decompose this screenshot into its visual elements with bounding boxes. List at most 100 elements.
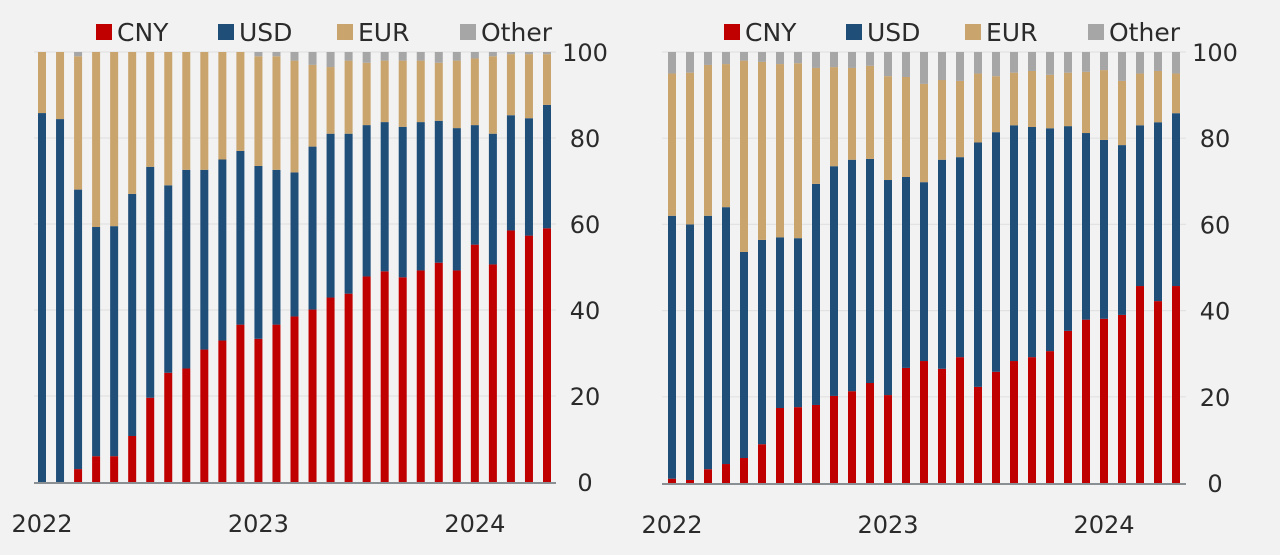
bar-segment-usd [902,176,910,368]
bar-segment-other [884,52,892,77]
bar-segment-eur [704,64,712,216]
bar-segment-other [686,52,694,73]
bar-segment-other [794,52,802,64]
bar-segment-eur [290,60,299,173]
y-tick-label: 80 [1200,125,1231,153]
bar-segment-cny [740,458,748,483]
bar-segment-eur [668,73,676,216]
bar-segment-other [758,52,766,62]
bar-segment-cny [866,383,874,483]
y-tick-label: 0 [1207,470,1222,498]
bar-segment-eur [110,52,119,227]
bar-segment-usd [326,133,335,298]
bar-segment-other [1082,52,1090,72]
bar-segment-other [1172,52,1180,74]
bar-segment-eur [902,76,910,177]
bar-segment-usd [254,165,263,339]
bar-segment-cny [1046,351,1054,483]
bar-segment-cny [200,349,209,482]
bar-segment-usd [128,193,137,436]
bar-segment-eur [326,67,335,134]
bar-segment-eur [1118,80,1126,146]
bar-segment-cny [506,230,515,482]
bar-segment-usd [956,157,964,358]
bar-segment-other [290,52,299,61]
bar-segment-eur [452,60,461,129]
bar-segment-usd [866,158,874,384]
legend-swatch-eur [337,24,353,40]
bar-segment-cny [830,395,838,483]
bar-segment-eur [1172,73,1180,114]
bar-segment-cny [1064,330,1072,483]
bar-segment-other [434,52,443,63]
bar-segment-cny [902,367,910,483]
bar-segment-cny [758,444,766,483]
bar-segment-cny [218,340,227,482]
bar-segment-eur [974,73,982,143]
bar-segment-eur [398,60,407,127]
bar-segment-other [416,52,425,61]
bar-segment-other [272,52,281,57]
bar-segment-eur [434,62,443,121]
y-tick-label: 100 [562,39,608,67]
legend-swatch-other [1088,24,1104,40]
bar-segment-usd [38,113,46,482]
bar-segment-other [974,52,982,74]
bar-segment-cny [848,391,856,483]
bar-segment-cny [543,228,551,482]
bar-segment-cny [1082,319,1090,483]
bar-segment-usd [1172,113,1180,287]
bar-segment-usd [1082,133,1090,320]
bar-segment-usd [488,133,497,265]
bar-segment-other [524,52,533,55]
bar-segment-other [704,52,712,65]
bar-segment-usd [992,132,1000,372]
bar-segment-cny [524,235,533,482]
bar-segment-eur [848,67,856,160]
legend-swatch-eur [965,24,981,40]
bar-segment-cny [722,464,730,483]
bar-segment-usd [524,118,533,236]
bar-segment-cny [974,386,982,483]
bar-segment-usd [884,180,892,396]
bar-segment-usd [110,226,119,457]
bar-segment-eur [56,52,65,120]
bar-segment-cny [884,395,892,483]
bar-segment-other [452,52,461,61]
bar-segment-cny [452,270,461,482]
bar-segment-other [830,52,838,68]
bar-segment-eur [380,60,389,123]
bar-segment-eur [956,80,964,158]
bar-segment-cny [812,404,820,483]
bar-segment-cny [362,276,371,482]
bar-segment-cny [272,324,281,482]
bar-segment-cny [128,435,137,482]
bar-segment-other [543,52,551,55]
y-tick-label: 20 [570,383,601,411]
y-tick-label: 60 [1200,211,1231,239]
bar-segment-usd [974,142,982,387]
bar-segment-usd [56,119,65,482]
bar-segment-eur [1154,70,1162,123]
bar-segment-usd [1064,126,1072,331]
bar-segment-usd [182,169,191,369]
bar-segment-usd [308,146,317,310]
bar-segment-usd [686,224,694,480]
bar-segment-cny [290,316,299,482]
bar-segment-usd [543,104,551,229]
bar-segment-cny [956,357,964,483]
bar-segment-eur [344,60,353,134]
legend-label-cny: CNY [117,18,169,47]
bar-segment-cny [920,361,928,483]
bar-segment-cny [794,407,802,483]
bar-segment-other [1154,52,1162,71]
bar-segment-other [254,52,263,57]
bar-segment-other [308,52,317,65]
bar-segment-usd [1136,125,1144,287]
bar-segment-cny [308,309,317,482]
bar-segment-other [380,52,389,61]
bar-segment-other [326,52,335,68]
bar-segment-eur [74,56,83,190]
x-tick-label: 2023 [228,510,289,538]
